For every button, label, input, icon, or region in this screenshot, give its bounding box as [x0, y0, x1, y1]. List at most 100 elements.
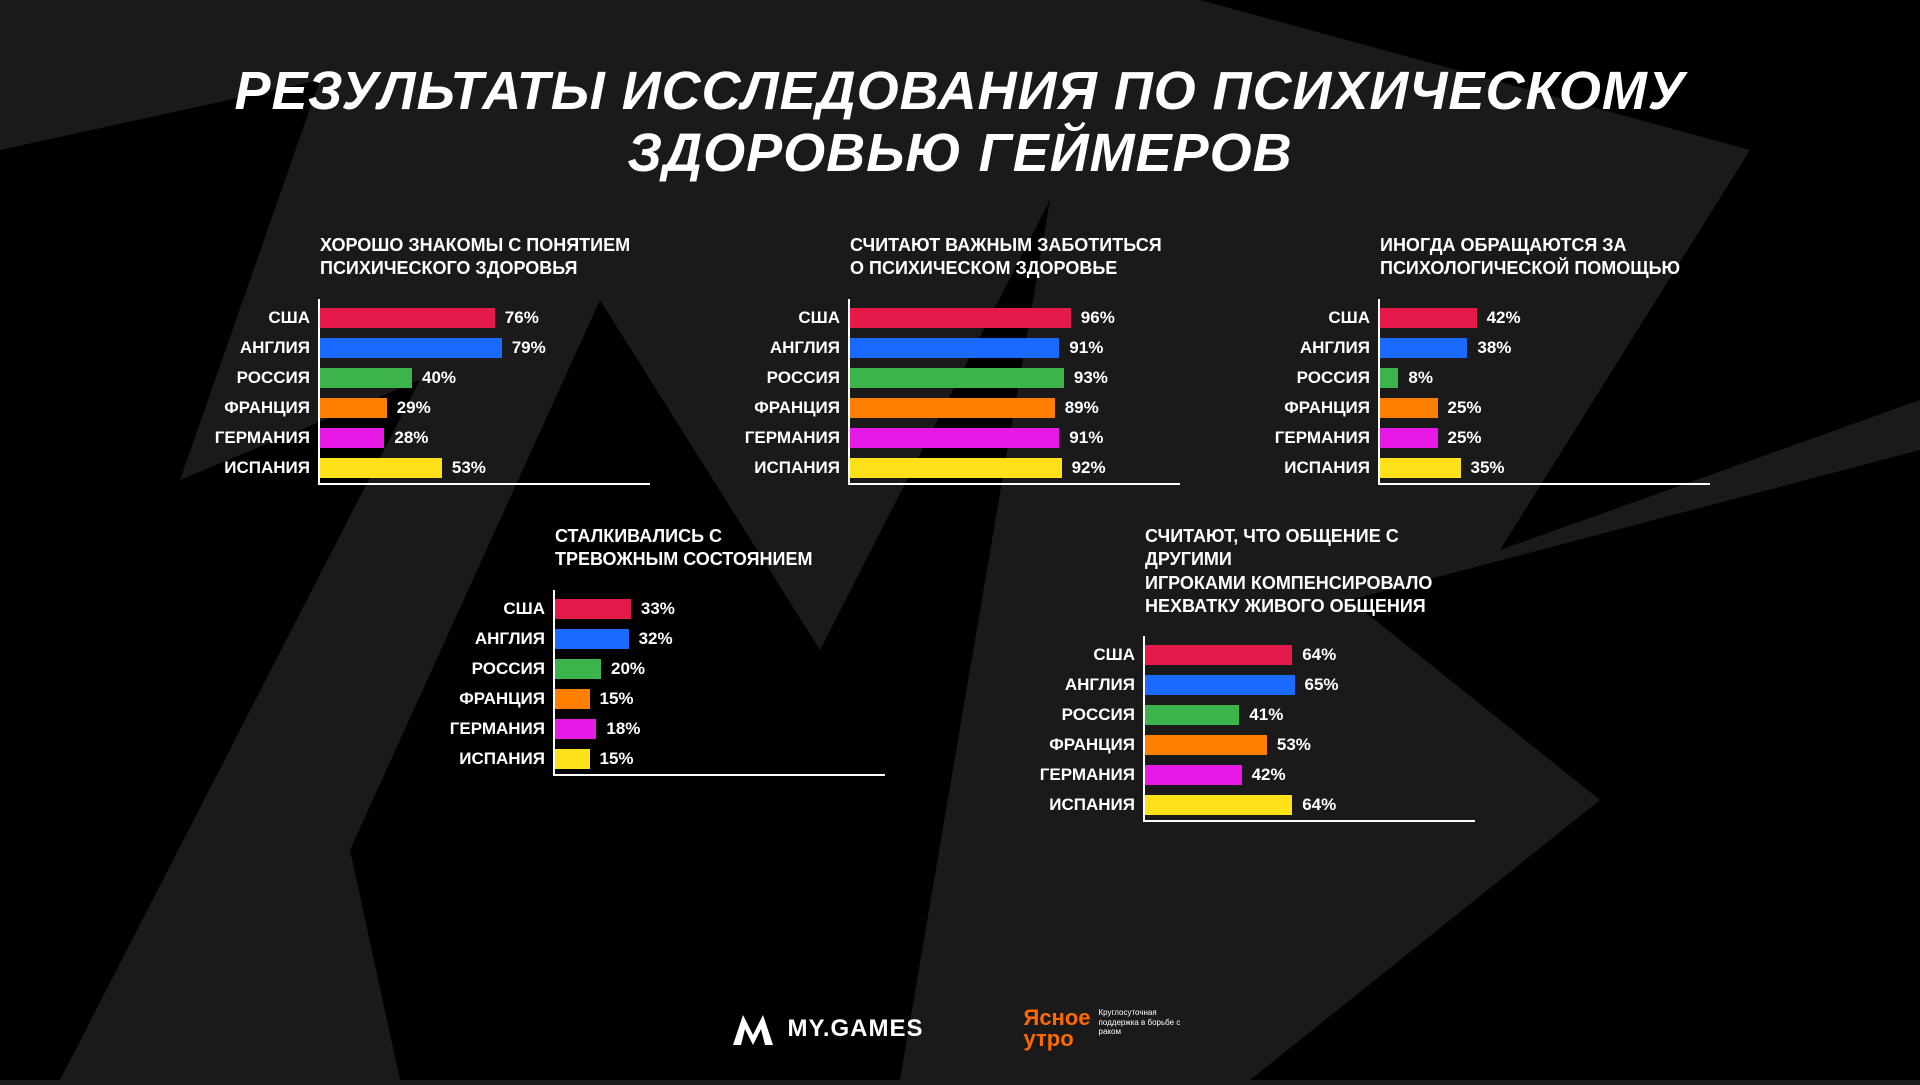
chart-0: ХОРОШО ЗНАКОМЫ С ПОНЯТИЕМ ПСИХИЧЕСКОГО З…: [210, 234, 650, 485]
bar: [320, 428, 384, 448]
bar: [1380, 368, 1398, 388]
percent-label: 28%: [394, 428, 428, 448]
country-label: ИСПАНИЯ: [1284, 458, 1370, 478]
bars-container: США42%АНГЛИЯ38%РОССИЯ8%ФРАНЦИЯ25%ГЕРМАНИ…: [1378, 299, 1710, 485]
percent-label: 38%: [1477, 338, 1511, 358]
percent-label: 89%: [1065, 398, 1099, 418]
chart-title: СЧИТАЮТ, ЧТО ОБЩЕНИЕ С ДРУГИМИ ИГРОКАМИ …: [1145, 525, 1475, 619]
bar-row: АНГЛИЯ65%: [1145, 670, 1475, 700]
country-label: ИСПАНИЯ: [754, 458, 840, 478]
bar-row: ФРАНЦИЯ25%: [1380, 393, 1710, 423]
bar-row: АНГЛИЯ79%: [320, 333, 650, 363]
bar-row: АНГЛИЯ38%: [1380, 333, 1710, 363]
bar-row: ИСПАНИЯ35%: [1380, 453, 1710, 483]
bar: [555, 689, 590, 709]
country-label: ГЕРМАНИЯ: [450, 719, 545, 739]
bar: [1145, 645, 1292, 665]
country-label: ФРАНЦИЯ: [754, 398, 840, 418]
bars-container: США33%АНГЛИЯ32%РОССИЯ20%ФРАНЦИЯ15%ГЕРМАН…: [553, 590, 885, 776]
chart-title-line: ПСИХОЛОГИЧЕСКОЙ ПОМОЩЬЮ: [1380, 258, 1680, 278]
percent-label: 42%: [1252, 765, 1286, 785]
bar: [1145, 705, 1239, 725]
percent-label: 64%: [1302, 645, 1336, 665]
chart-1: СЧИТАЮТ ВАЖНЫМ ЗАБОТИТЬСЯ О ПСИХИЧЕСКОМ …: [740, 234, 1180, 485]
yasnoe-line: утро: [1024, 1029, 1091, 1050]
country-label: РОССИЯ: [1062, 705, 1135, 725]
bar-row: ГЕРМАНИЯ42%: [1145, 760, 1475, 790]
bar: [555, 629, 629, 649]
percent-label: 76%: [505, 308, 539, 328]
bar: [555, 659, 601, 679]
percent-label: 65%: [1305, 675, 1339, 695]
bar-row: ФРАНЦИЯ15%: [555, 684, 885, 714]
country-label: ФРАНЦИЯ: [1284, 398, 1370, 418]
bar-row: ФРАНЦИЯ53%: [1145, 730, 1475, 760]
bar-row: США76%: [320, 303, 650, 333]
bar-row: ФРАНЦИЯ89%: [850, 393, 1180, 423]
country-label: АНГЛИЯ: [1065, 675, 1135, 695]
chart-row-1: ХОРОШО ЗНАКОМЫ С ПОНЯТИЕМ ПСИХИЧЕСКОГО З…: [120, 234, 1800, 485]
percent-label: 42%: [1487, 308, 1521, 328]
percent-label: 32%: [639, 629, 673, 649]
bar: [1145, 765, 1242, 785]
country-label: АНГЛИЯ: [240, 338, 310, 358]
country-label: РОССИЯ: [472, 659, 545, 679]
percent-label: 20%: [611, 659, 645, 679]
bar: [850, 398, 1055, 418]
bar-row: ГЕРМАНИЯ28%: [320, 423, 650, 453]
bar-row: ИСПАНИЯ15%: [555, 744, 885, 774]
country-label: РОССИЯ: [237, 368, 310, 388]
bar-row: АНГЛИЯ32%: [555, 624, 885, 654]
bar-row: РОССИЯ40%: [320, 363, 650, 393]
percent-label: 25%: [1448, 398, 1482, 418]
chart-title-line: СЧИТАЮТ ВАЖНЫМ ЗАБОТИТЬСЯ: [850, 235, 1162, 255]
bar: [1145, 795, 1292, 815]
chart-title-line: СЧИТАЮТ, ЧТО ОБЩЕНИЕ С ДРУГИМИ: [1145, 526, 1399, 569]
bar: [850, 458, 1062, 478]
country-label: ФРАНЦИЯ: [1049, 735, 1135, 755]
chart-title-line: НЕХВАТКУ ЖИВОГО ОБЩЕНИЯ: [1145, 596, 1426, 616]
percent-label: 29%: [397, 398, 431, 418]
chart-3: СТАЛКИВАЛИСЬ С ТРЕВОЖНЫМ СОСТОЯНИЕМ США3…: [445, 525, 885, 823]
country-label: ФРАНЦИЯ: [224, 398, 310, 418]
percent-label: 93%: [1074, 368, 1108, 388]
country-label: АНГЛИЯ: [770, 338, 840, 358]
bar-row: США96%: [850, 303, 1180, 333]
percent-label: 53%: [1277, 735, 1311, 755]
bar-row: ГЕРМАНИЯ91%: [850, 423, 1180, 453]
percent-label: 41%: [1249, 705, 1283, 725]
chart-title-line: ИГРОКАМИ КОМПЕНСИРОВАЛО: [1145, 573, 1432, 593]
country-label: ГЕРМАНИЯ: [215, 428, 310, 448]
country-label: АНГЛИЯ: [1300, 338, 1370, 358]
bar-row: ФРАНЦИЯ29%: [320, 393, 650, 423]
country-label: США: [1093, 645, 1135, 665]
bar: [1145, 675, 1295, 695]
bar: [850, 368, 1064, 388]
bar-row: США42%: [1380, 303, 1710, 333]
bar-row: РОССИЯ20%: [555, 654, 885, 684]
percent-label: 91%: [1069, 428, 1103, 448]
country-label: ГЕРМАНИЯ: [1040, 765, 1135, 785]
country-label: США: [503, 599, 545, 619]
bar: [320, 458, 442, 478]
bar: [1380, 338, 1467, 358]
bar: [555, 599, 631, 619]
bar: [320, 308, 495, 328]
bar-row: США33%: [555, 594, 885, 624]
page-title: РЕЗУЛЬТАТЫ ИССЛЕДОВАНИЯ ПО ПСИХИЧЕСКОМУ …: [120, 60, 1800, 184]
bar-row: ИСПАНИЯ92%: [850, 453, 1180, 483]
country-label: ИСПАНИЯ: [459, 749, 545, 769]
country-label: ГЕРМАНИЯ: [745, 428, 840, 448]
country-label: РОССИЯ: [767, 368, 840, 388]
percent-label: 53%: [452, 458, 486, 478]
bar: [850, 338, 1059, 358]
mygames-icon: [731, 1011, 775, 1047]
bar-row: ИСПАНИЯ53%: [320, 453, 650, 483]
footer-logos: MY.GAMES Ясное утро Круглосуточная подде…: [0, 1008, 1920, 1050]
bar: [320, 338, 502, 358]
chart-2: ИНОГДА ОБРАЩАЮТСЯ ЗА ПСИХОЛОГИЧЕСКОЙ ПОМ…: [1270, 234, 1710, 485]
bar-row: США64%: [1145, 640, 1475, 670]
country-label: ФРАНЦИЯ: [459, 689, 545, 709]
bar-row: АНГЛИЯ91%: [850, 333, 1180, 363]
bar-row: РОССИЯ8%: [1380, 363, 1710, 393]
